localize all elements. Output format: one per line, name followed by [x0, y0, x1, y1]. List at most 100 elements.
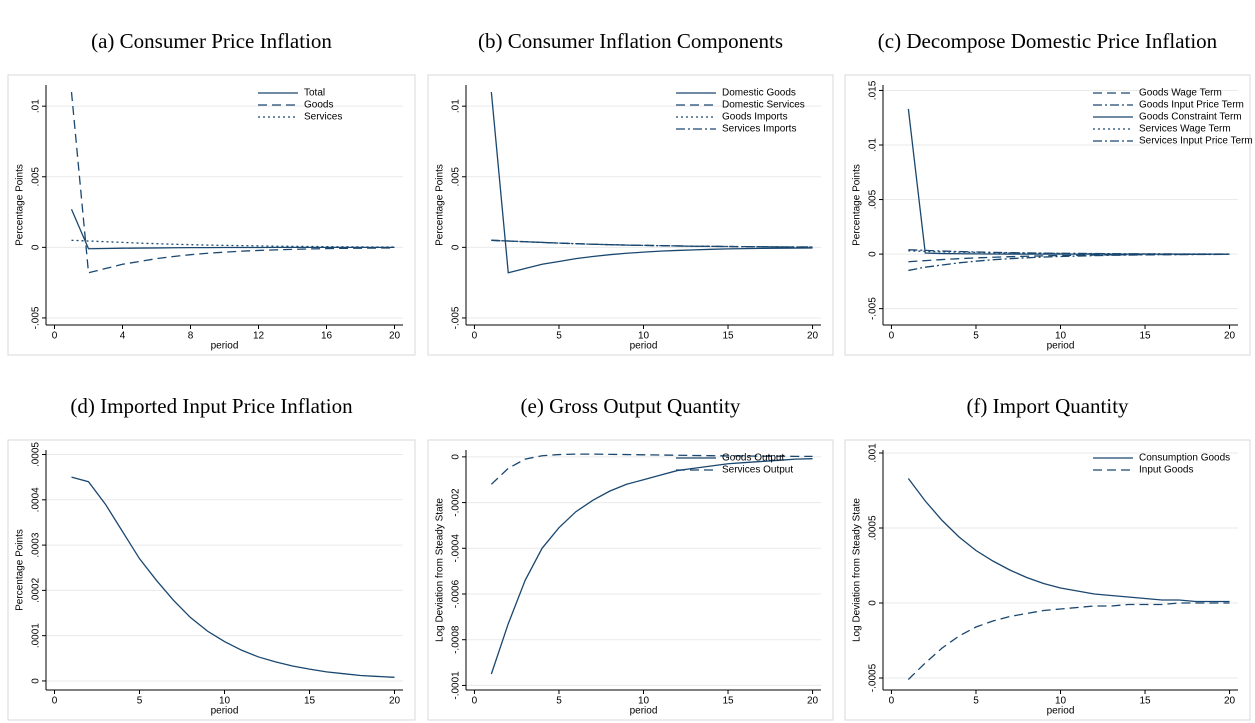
panel: (c) Decompose Domestic Price Inflation -.…	[844, 29, 1253, 356]
panel: (d) Imported Input Price Inflation 0 .0001…	[7, 394, 416, 721]
legend-label: Domestic Goods	[722, 88, 796, 99]
y-tick-label: -.0001	[451, 671, 462, 700]
y-tick-label: .005	[451, 167, 462, 187]
legend-label: Domestic Services	[722, 100, 805, 111]
series-line	[71, 476, 395, 678]
y-tick-label: .005	[868, 189, 879, 209]
x-tick-label: 20	[389, 331, 401, 342]
panel: (f) Import Quantity -.0005 0 .0005 .001 0 5 10 1…	[844, 394, 1251, 721]
x-tick-label: 0	[889, 696, 895, 707]
panel-title: (c) Decompose Domestic Price Inflation	[878, 29, 1218, 53]
series-line	[491, 239, 813, 248]
y-axis-label: Percentage Points	[435, 164, 446, 246]
x-tick-label: 5	[556, 331, 562, 342]
panel-frame	[7, 439, 416, 721]
x-axis-label: period	[630, 341, 658, 352]
y-tick-label: .005	[31, 167, 42, 187]
y-tick-label: .0004	[31, 487, 42, 512]
x-tick-label: 10	[638, 331, 650, 342]
legend-label: Goods Constraint Term	[1139, 112, 1242, 123]
x-tick-label: 0	[472, 696, 478, 707]
y-tick-label: .01	[868, 138, 879, 152]
legend-label: Input Goods	[1139, 465, 1193, 476]
y-axis-label: Percentage Points	[852, 164, 863, 246]
legend-label: Services Input Price Term	[1139, 136, 1253, 147]
legend-label: Total	[304, 88, 325, 99]
series-line	[908, 249, 1230, 255]
x-tick-label: 20	[807, 331, 819, 342]
x-tick-label: 5	[973, 331, 979, 342]
y-tick-label: .01	[451, 99, 462, 113]
panel-frame	[844, 439, 1251, 721]
series-line	[70, 91, 395, 274]
y-tick-label: 0	[451, 244, 462, 250]
panel-title: (b) Consumer Inflation Components	[478, 29, 783, 53]
x-tick-label: 0	[472, 331, 478, 342]
panel-frame	[427, 439, 834, 721]
panel-frame	[7, 74, 416, 356]
x-tick-label: 0	[52, 331, 58, 342]
panel-title: (e) Gross Output Quantity	[521, 394, 741, 418]
x-tick-label: 10	[638, 696, 650, 707]
series-line	[490, 458, 813, 675]
y-tick-label: -.005	[31, 306, 42, 329]
x-tick-label: 15	[1139, 331, 1151, 342]
legend-label: Services Output	[722, 465, 793, 476]
x-tick-label: 20	[1224, 696, 1236, 707]
panel-title: (d) Imported Input Price Inflation	[70, 394, 353, 418]
series-line	[907, 602, 1230, 680]
x-tick-label: 15	[722, 696, 734, 707]
y-axis-label: Log Deviation from Steady State	[852, 498, 863, 642]
x-tick-label: 12	[253, 331, 265, 342]
y-tick-label: 0	[868, 251, 879, 257]
legend-label: Goods Wage Term	[1139, 88, 1222, 99]
x-tick-label: 15	[722, 331, 734, 342]
panel: (a) Consumer Price Inflation -.005 0 .005 .0…	[7, 29, 416, 356]
y-tick-label: -.005	[868, 297, 879, 320]
x-axis-label: period	[630, 706, 658, 717]
legend-label: Goods Imports	[722, 112, 788, 123]
legend-label: Consumption Goods	[1139, 453, 1230, 464]
x-tick-label: 16	[321, 331, 333, 342]
y-tick-label: .0001	[31, 623, 42, 648]
y-tick-label: -.0005	[868, 663, 879, 692]
x-tick-label: 4	[120, 331, 126, 342]
series-line	[490, 91, 813, 274]
y-tick-label: -.0006	[451, 579, 462, 608]
y-tick-label: 0	[31, 678, 42, 684]
y-tick-label: .0005	[31, 442, 42, 467]
x-tick-label: 15	[1139, 696, 1151, 707]
y-tick-label: -.0008	[451, 625, 462, 654]
series-line	[490, 453, 813, 485]
x-tick-label: 0	[889, 331, 895, 342]
x-axis-label: period	[1047, 341, 1075, 352]
x-tick-label: 15	[304, 696, 316, 707]
series-line	[71, 239, 395, 248]
y-tick-label: .0005	[868, 515, 879, 540]
y-tick-label: 0	[868, 600, 879, 606]
panel-frame	[427, 74, 834, 356]
y-tick-label: .0003	[31, 532, 42, 557]
legend-label: Goods Output	[722, 453, 784, 464]
x-axis-label: period	[211, 341, 239, 352]
panel-title: (f) Import Quantity	[966, 394, 1129, 418]
y-tick-label: 0	[31, 244, 42, 250]
x-axis-label: period	[1047, 706, 1075, 717]
y-axis-label: Log Deviation from Steady State	[435, 498, 446, 642]
legend-label: Services	[304, 112, 342, 123]
x-tick-label: 10	[1055, 696, 1067, 707]
y-tick-label: .0002	[31, 577, 42, 602]
x-axis-label: period	[211, 706, 239, 717]
legend-label: Goods	[304, 100, 333, 111]
y-tick-label: .015	[868, 80, 879, 100]
x-tick-label: 20	[1224, 331, 1236, 342]
legend-label: Services Wage Term	[1139, 124, 1231, 135]
x-tick-label: 5	[556, 696, 562, 707]
legend-label: Services Imports	[722, 124, 796, 135]
y-axis-label: Percentage Points	[15, 164, 26, 246]
panel: (e) Gross Output Quantity -.0001 -.0008 -.0…	[427, 394, 834, 721]
y-tick-label: .001	[868, 443, 879, 463]
y-tick-label: -.005	[451, 306, 462, 329]
x-tick-label: 10	[1055, 331, 1067, 342]
